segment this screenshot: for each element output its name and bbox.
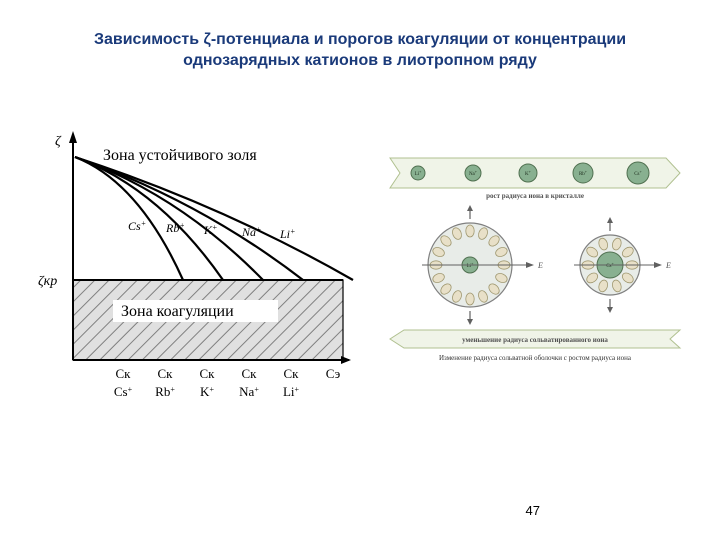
svg-text:Ск: Ск	[284, 366, 300, 381]
svg-text:Ск: Ск	[242, 366, 258, 381]
svg-text:Li+: Li+	[279, 227, 295, 242]
left-chart: ζ ζкр Зона устойчивого золя Зона коагуляции…	[28, 120, 358, 420]
right-diagram: Li+Na+K+Rb+Cs+рост радиуса иона в криста…	[380, 150, 700, 380]
svg-text:Cs+: Cs+	[128, 219, 146, 234]
svg-text:Rb+: Rb+	[155, 384, 175, 399]
svg-text:Изменение радиуса сольватной о: Изменение радиуса сольватной оболочки с …	[439, 354, 632, 362]
svg-text:K+: K+	[200, 384, 214, 399]
svg-text:ζкр: ζкр	[38, 274, 57, 289]
svg-text:Ск: Ск	[116, 366, 132, 381]
svg-text:K+: K+	[203, 223, 217, 238]
svg-text:Ск: Ск	[158, 366, 174, 381]
svg-text:Сэ: Сэ	[326, 366, 341, 381]
svg-text:Зона коагуляции: Зона коагуляции	[121, 303, 234, 320]
page-number: 47	[526, 503, 540, 518]
slide-title: Зависимость ζ-потенциала и порогов коагу…	[0, 30, 720, 72]
svg-text:рост радиуса иона в кристалле: рост радиуса иона в кристалле	[486, 192, 584, 200]
svg-text:E: E	[537, 261, 543, 270]
svg-text:уменьшение радиуса сольватиров: уменьшение радиуса сольватированного ион…	[462, 336, 608, 344]
svg-text:Ск: Ск	[200, 366, 216, 381]
svg-text:ζ: ζ	[55, 134, 62, 149]
svg-text:Na+: Na+	[239, 384, 259, 399]
svg-text:E: E	[665, 261, 671, 270]
svg-text:Li+: Li+	[283, 384, 300, 399]
svg-text:Зона устойчивого золя: Зона устойчивого золя	[103, 147, 257, 164]
svg-text:Cs+: Cs+	[114, 384, 133, 399]
svg-text:Rb+: Rb+	[165, 221, 185, 236]
